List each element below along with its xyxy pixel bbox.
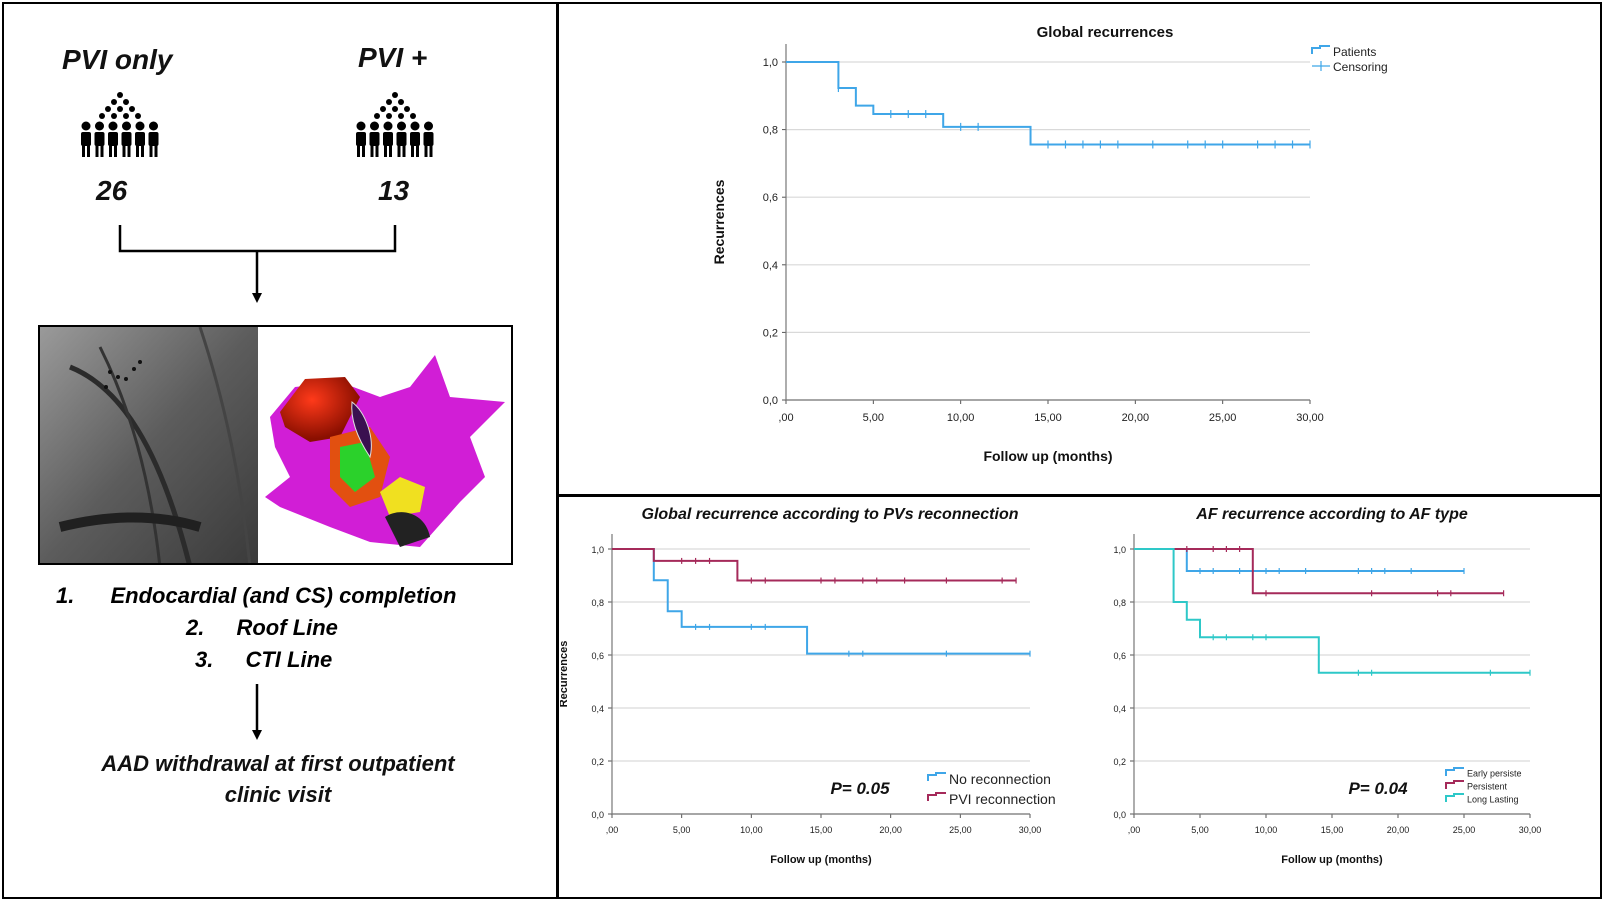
legend-swatch bbox=[927, 792, 946, 801]
chart-af-type: 0,0 0,2 0,4 0,6 0,8 1,0 ,00 5,00 10,00 15,00 20,00… bbox=[1113, 506, 1542, 866]
x-tick-label: 30,00 bbox=[1296, 412, 1324, 424]
legend-label: No reconnection bbox=[949, 771, 1051, 787]
y-tick-label: 1,0 bbox=[1113, 545, 1126, 555]
y-tick-label: 1,0 bbox=[591, 545, 604, 555]
group-a-label: PVI only bbox=[62, 44, 173, 75]
crowd-icon bbox=[356, 92, 434, 157]
y-tick-label: 0,6 bbox=[763, 192, 778, 204]
chart-title: AF recurrence according to AF type bbox=[1195, 506, 1468, 523]
x-tick-label: 15,00 bbox=[1321, 825, 1344, 835]
legend-label: Persistent bbox=[1467, 782, 1508, 792]
series-line bbox=[612, 548, 1017, 582]
legend-label: Long Lasting bbox=[1467, 795, 1519, 805]
chart-global-recurrences: 0,0 0,2 0,4 0,6 0,8 1,0 ,00 5,00 10,00 15,00 20,00… bbox=[711, 24, 1388, 464]
step-2-number: 2. bbox=[186, 615, 205, 640]
x-tick-label: 5,00 bbox=[1191, 825, 1209, 835]
step-1-number: 1. bbox=[56, 583, 75, 608]
x-tick-label: 10,00 bbox=[740, 825, 763, 835]
y-tick-label: 0,2 bbox=[1113, 757, 1126, 767]
step-3: 3. CTI Line bbox=[195, 647, 332, 673]
y-tick-label: 0,6 bbox=[591, 651, 604, 661]
y-tick-label: 0,0 bbox=[763, 395, 778, 407]
x-tick-label: 5,00 bbox=[673, 825, 691, 835]
legend-swatch bbox=[1445, 780, 1464, 789]
x-tick-label: 10,00 bbox=[1255, 825, 1278, 835]
horizontal-divider bbox=[558, 494, 1602, 497]
y-tick-label: 0,4 bbox=[1113, 704, 1126, 714]
legend-swatch bbox=[1445, 793, 1464, 802]
step-2-text: Roof Line bbox=[236, 615, 338, 640]
x-tick-label: 25,00 bbox=[1453, 825, 1476, 835]
x-tick-label: ,00 bbox=[1128, 825, 1141, 835]
series-line bbox=[786, 61, 1310, 146]
series-line bbox=[1134, 548, 1504, 595]
x-tick-label: 10,00 bbox=[947, 412, 975, 424]
y-tick-label: 0,6 bbox=[1113, 651, 1126, 661]
mapping-image bbox=[38, 325, 513, 565]
series-line bbox=[1134, 548, 1530, 674]
y-tick-label: 0,8 bbox=[763, 125, 778, 137]
group-a-count: 26 bbox=[96, 175, 128, 206]
x-tick-label: 20,00 bbox=[1122, 412, 1150, 424]
series-line bbox=[1134, 548, 1464, 572]
x-tick-label: 20,00 bbox=[1387, 825, 1410, 835]
chart-title: Global recurrences bbox=[1037, 24, 1174, 41]
legend-label: Censoring bbox=[1333, 60, 1388, 74]
y-tick-label: 0,4 bbox=[763, 260, 778, 272]
x-tick-label: 20,00 bbox=[879, 825, 902, 835]
legend-label: Patients bbox=[1333, 45, 1376, 59]
x-tick-label: 30,00 bbox=[1519, 825, 1542, 835]
chart-title: Global recurrence according to PVs recon… bbox=[642, 506, 1019, 523]
x-tick-label: ,00 bbox=[778, 412, 793, 424]
group-b-label: PVI + bbox=[358, 42, 428, 73]
crowd-icon bbox=[81, 92, 159, 157]
group-b-count: 13 bbox=[378, 175, 410, 206]
x-axis-label: Follow up (months) bbox=[983, 448, 1112, 464]
legend-swatch bbox=[927, 772, 946, 781]
chart-pv-reconnection: 0,0 0,2 0,4 0,6 0,8 1,0 ,00 5,00 10,00 15,00 20,00… bbox=[560, 506, 1056, 866]
vertical-divider bbox=[556, 2, 559, 899]
down-arrow bbox=[252, 684, 262, 740]
outcome-text: AAD withdrawal at first outpatient clini… bbox=[0, 748, 556, 810]
x-tick-label: 5,00 bbox=[863, 412, 884, 424]
x-axis-label: Follow up (months) bbox=[1281, 854, 1383, 866]
step-1-text: Endocardial (and CS) completion bbox=[110, 583, 457, 608]
step-3-number: 3. bbox=[195, 647, 214, 672]
y-tick-label: 0,2 bbox=[763, 327, 778, 339]
legend-swatch bbox=[1311, 45, 1330, 54]
p-value-annotation: P= 0.05 bbox=[830, 779, 890, 798]
step-3-text: CTI Line bbox=[245, 647, 333, 672]
x-tick-label: 15,00 bbox=[1034, 412, 1062, 424]
x-tick-label: ,00 bbox=[606, 825, 619, 835]
y-tick-label: 0,4 bbox=[591, 704, 604, 714]
step-1: 1. Endocardial (and CS) completion bbox=[56, 583, 456, 609]
y-tick-label: 1,0 bbox=[763, 57, 778, 69]
y-axis-label: Recurrences bbox=[560, 641, 570, 708]
legend-label: PVI reconnection bbox=[949, 791, 1056, 807]
y-tick-label: 0,0 bbox=[1113, 810, 1126, 820]
x-tick-label: 25,00 bbox=[949, 825, 972, 835]
y-tick-label: 0,2 bbox=[591, 757, 604, 767]
x-tick-label: 30,00 bbox=[1019, 825, 1042, 835]
y-tick-label: 0,8 bbox=[1113, 598, 1126, 608]
legend-label: Early persiste bbox=[1467, 769, 1522, 779]
y-tick-label: 0,0 bbox=[591, 810, 604, 820]
merge-connector bbox=[118, 225, 397, 303]
p-value-annotation: P= 0.04 bbox=[1348, 779, 1408, 798]
x-tick-label: 25,00 bbox=[1209, 412, 1237, 424]
x-axis-label: Follow up (months) bbox=[770, 854, 872, 866]
step-2: 2. Roof Line bbox=[186, 615, 338, 641]
y-tick-label: 0,8 bbox=[591, 598, 604, 608]
series-line bbox=[612, 548, 1030, 655]
outcome-line-1: AAD withdrawal at first outpatient bbox=[101, 751, 455, 776]
outcome-line-2: clinic visit bbox=[224, 782, 332, 807]
x-tick-label: 15,00 bbox=[810, 825, 833, 835]
y-axis-label: Recurrences bbox=[711, 179, 727, 264]
legend-swatch bbox=[1445, 767, 1464, 776]
